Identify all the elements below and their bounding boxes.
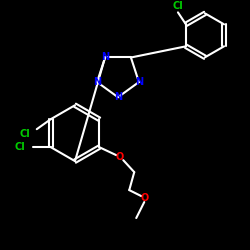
Text: N: N — [93, 77, 101, 87]
Text: O: O — [115, 152, 123, 162]
Text: N: N — [101, 52, 109, 62]
Text: Cl: Cl — [172, 1, 183, 11]
Text: N: N — [135, 77, 143, 87]
Text: Cl: Cl — [19, 129, 30, 139]
Text: Cl: Cl — [14, 142, 25, 152]
Text: O: O — [140, 193, 148, 203]
Text: N: N — [114, 92, 122, 102]
